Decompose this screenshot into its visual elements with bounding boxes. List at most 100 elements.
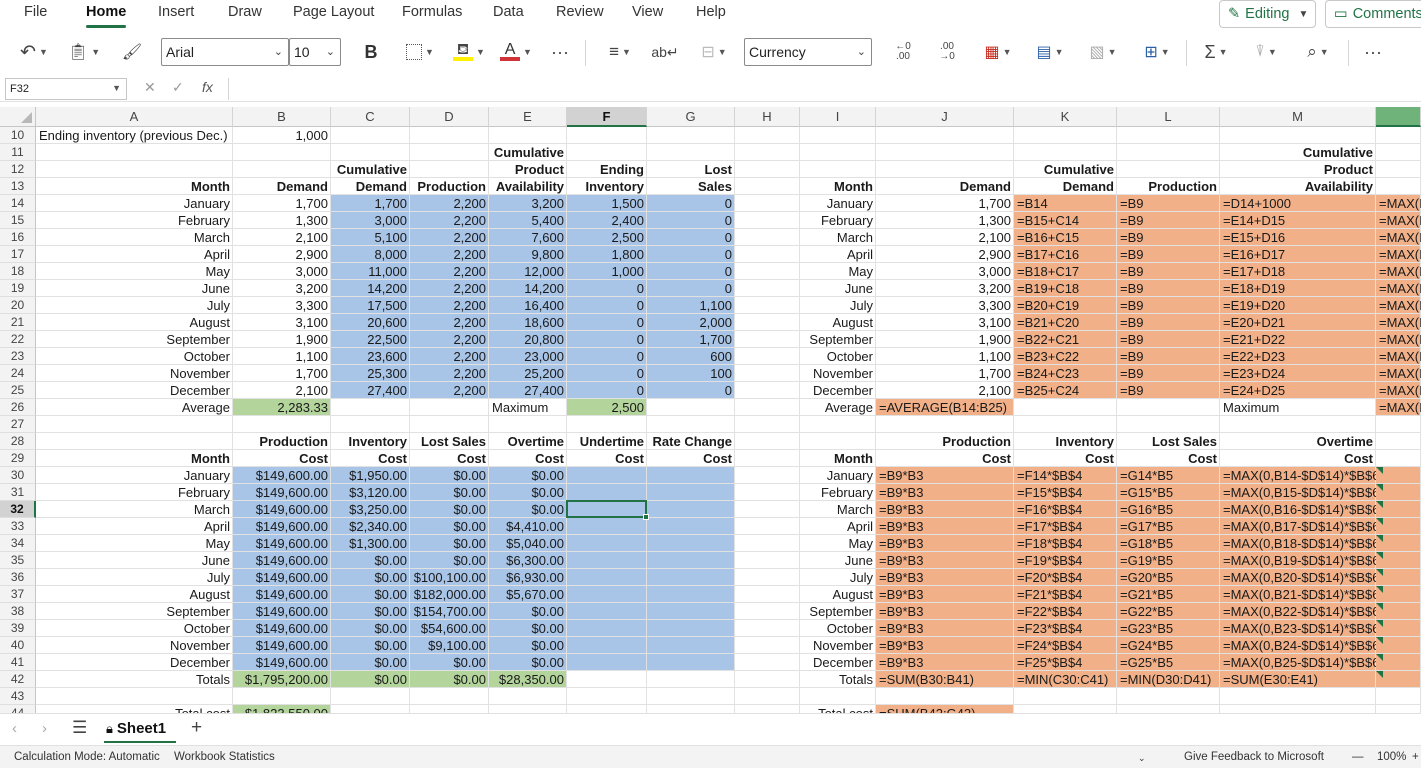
month-label[interactable]: March xyxy=(193,230,230,245)
production-value[interactable]: 2,200 xyxy=(453,383,486,398)
cumulative-demand-value[interactable]: 11,000 xyxy=(368,264,407,279)
formula-cell[interactable]: =MAX(I xyxy=(1379,213,1421,228)
availability-value[interactable]: 3,200 xyxy=(531,196,564,211)
formula-cell[interactable]: =G25*B5 xyxy=(1120,655,1174,670)
formula-cell[interactable]: =E22+D23 xyxy=(1223,349,1286,364)
month-label[interactable]: March xyxy=(193,502,230,517)
menu-formulas[interactable]: Formulas xyxy=(402,4,463,20)
lost-sales-value[interactable]: 600 xyxy=(710,349,732,364)
formula-input[interactable] xyxy=(232,80,1412,98)
month-label[interactable]: April xyxy=(846,247,873,262)
overtime-cost-value[interactable]: $0.00 xyxy=(531,485,564,500)
formula-cell[interactable]: =F24*$B$4 xyxy=(1017,638,1083,653)
menu-home[interactable]: Home xyxy=(86,4,127,20)
formula-cell[interactable]: =MAX(I xyxy=(1379,366,1421,381)
lost-sales-value[interactable]: 100 xyxy=(710,366,732,381)
column-title[interactable]: Demand xyxy=(276,179,328,194)
row-header[interactable]: 35 xyxy=(0,552,36,569)
demand-value[interactable]: 3,200 xyxy=(978,281,1011,296)
column-title[interactable]: Production xyxy=(942,434,1011,449)
inventory-cost-value[interactable]: $1,300.00 xyxy=(349,536,407,551)
month-label[interactable]: June xyxy=(201,281,230,296)
formula-cell[interactable]: =MAX(I xyxy=(1379,264,1421,279)
row-header[interactable]: 16 xyxy=(0,229,36,246)
formula-cell[interactable]: =E15+D16 xyxy=(1223,230,1286,245)
column-title[interactable]: Cumulative xyxy=(493,145,564,160)
availability-value[interactable]: 16,400 xyxy=(524,298,564,313)
availability-value[interactable]: 20,800 xyxy=(524,332,564,347)
total-cost-label[interactable]: Total cost xyxy=(800,705,876,713)
formula-cell[interactable]: =F16*$B$4 xyxy=(1017,502,1083,517)
month-label[interactable]: March xyxy=(836,502,873,517)
formula-cell[interactable]: =G17*B5 xyxy=(1120,519,1174,534)
column-title[interactable]: Lost xyxy=(704,162,732,177)
formula-cell[interactable]: =MAX(0,B14-$D$14)*$B$6 xyxy=(1223,468,1376,483)
formula-cell[interactable]: =MAX(I xyxy=(1379,315,1421,330)
month-label[interactable]: December xyxy=(813,383,873,398)
average-label[interactable]: Average xyxy=(181,400,230,415)
formula-cell[interactable]: =MAX(0,B23-$D$14)*$B$6 xyxy=(1223,621,1376,636)
column-title[interactable]: Demand xyxy=(959,179,1011,194)
row-header[interactable]: 37 xyxy=(0,586,36,603)
demand-value[interactable]: 1,900 xyxy=(978,332,1011,347)
demand-value[interactable]: 3,100 xyxy=(295,315,328,330)
formula-cell[interactable]: =B16+C15 xyxy=(1017,230,1080,245)
month-label[interactable]: April xyxy=(846,519,873,534)
row-header[interactable]: 32 xyxy=(0,501,36,518)
formula-cell[interactable]: =E14+D15 xyxy=(1223,213,1286,228)
column-title[interactable]: Cumulative xyxy=(336,162,407,177)
formula-cell[interactable]: =B9*B3 xyxy=(879,638,924,653)
formula-cell[interactable]: =E23+D24 xyxy=(1223,366,1286,381)
month-label[interactable]: November xyxy=(813,638,873,653)
formula-cell[interactable]: =B18+C17 xyxy=(1017,264,1080,279)
overtime-cost-value[interactable]: $5,670.00 xyxy=(506,587,564,602)
cumulative-demand-value[interactable]: 17,500 xyxy=(367,298,407,313)
inventory-cost-value[interactable]: $0.00 xyxy=(374,604,407,619)
lost-sales-value[interactable]: 0 xyxy=(724,383,732,398)
column-title[interactable]: Cost xyxy=(703,451,732,466)
formula-cell[interactable]: =B9*B3 xyxy=(879,587,924,602)
month-label[interactable]: April xyxy=(203,519,230,534)
production-value[interactable]: 2,200 xyxy=(453,366,486,381)
row-header[interactable]: 12 xyxy=(0,161,36,178)
ending-inventory-value[interactable]: 0 xyxy=(636,383,644,398)
more-font-button[interactable]: ··· xyxy=(546,34,574,70)
formula-cell[interactable]: =MIN(D30:D41) xyxy=(1120,672,1212,687)
column-header[interactable]: K xyxy=(1014,107,1117,127)
menu-view[interactable]: View xyxy=(632,4,664,20)
formula-cell[interactable]: =E20+D21 xyxy=(1223,315,1286,330)
month-label[interactable]: May xyxy=(848,264,873,279)
row-header[interactable]: 39 xyxy=(0,620,36,637)
lost-sales-cost-value[interactable]: $0.00 xyxy=(453,655,486,670)
demand-value[interactable]: 1,300 xyxy=(978,213,1011,228)
row-header[interactable]: 40 xyxy=(0,637,36,654)
inventory-cost-value[interactable]: $0.00 xyxy=(374,621,407,636)
column-title[interactable]: Sales xyxy=(698,179,732,194)
month-label[interactable]: November xyxy=(170,366,230,381)
font-name-select[interactable]: Arial ⌄ xyxy=(161,38,289,66)
formula-cell[interactable]: =B9*B3 xyxy=(879,468,924,483)
column-title[interactable]: Month xyxy=(191,451,230,466)
lost-sales-value[interactable]: 0 xyxy=(724,196,732,211)
insert-function-icon[interactable]: fx xyxy=(202,79,213,95)
row-header[interactable]: 17 xyxy=(0,246,36,263)
cumulative-demand-value[interactable]: 1,700 xyxy=(374,196,407,211)
availability-value[interactable]: 9,800 xyxy=(531,247,564,262)
formula-cell[interactable]: =G14*B5 xyxy=(1120,468,1174,483)
lost-sales-cost-value[interactable]: $9,100.00 xyxy=(428,638,486,653)
column-title[interactable]: Availability xyxy=(1304,179,1373,194)
month-label[interactable]: December xyxy=(813,655,873,670)
formula-cell[interactable]: =MAX(I xyxy=(1379,383,1421,398)
fill-color-button[interactable]: ⛾ ▼ xyxy=(449,34,489,70)
maximum-label[interactable]: Maximum xyxy=(492,400,549,415)
formula-cell[interactable]: =B23+C22 xyxy=(1017,349,1080,364)
total-cost-label[interactable]: Total cost xyxy=(36,705,233,713)
formula-cell[interactable]: =F20*$B$4 xyxy=(1017,570,1083,585)
demand-value[interactable]: 3,000 xyxy=(978,264,1011,279)
zoom-out-button[interactable]: — xyxy=(1352,751,1364,763)
month-label[interactable]: April xyxy=(203,247,230,262)
merge-button[interactable]: ⊟ ▼ xyxy=(694,34,734,70)
inventory-cost-value[interactable]: $3,120.00 xyxy=(349,485,407,500)
demand-value[interactable]: 2,100 xyxy=(978,230,1011,245)
total-overtime-cost[interactable]: $28,350.00 xyxy=(498,672,564,687)
